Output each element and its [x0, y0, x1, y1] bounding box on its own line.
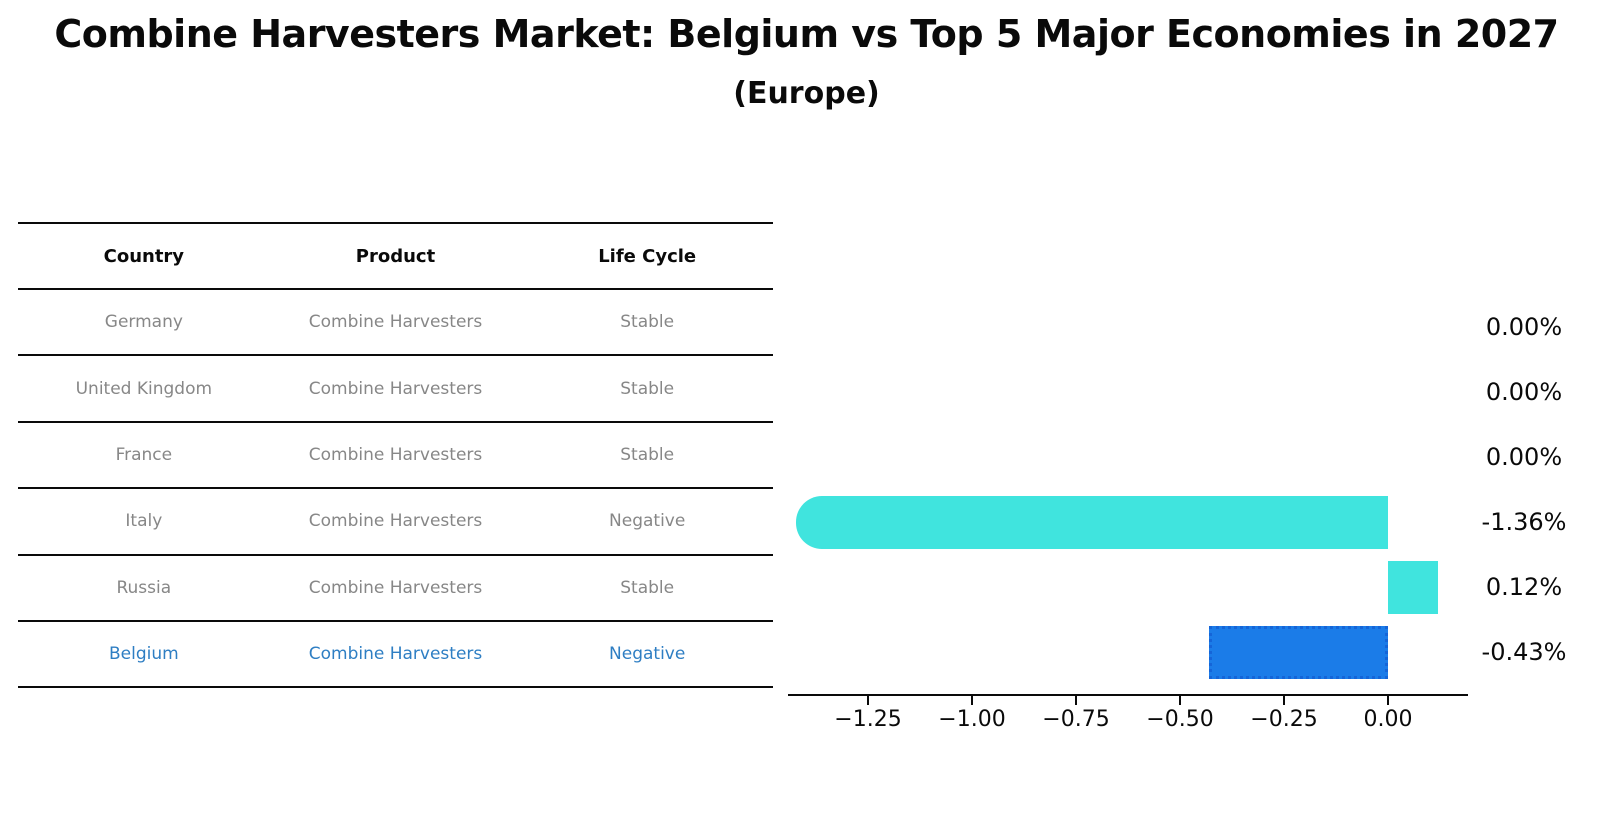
- x-axis-tick-label: 0.00: [1363, 707, 1413, 732]
- bar-value-label: 0.12%: [1485, 573, 1563, 601]
- column-header-country: Country: [103, 245, 185, 267]
- table-row: Italy Combine Harvesters Negative: [18, 489, 773, 556]
- table-row: Russia Combine Harvesters Stable: [18, 556, 773, 622]
- table-row: United Kingdom Combine Harvesters Stable: [18, 356, 773, 423]
- cell-life-cycle: Stable: [620, 444, 675, 465]
- x-axis-tick-label: −0.75: [1042, 707, 1110, 732]
- cell-life-cycle: Negative: [609, 644, 686, 665]
- bar-belgium: [1209, 625, 1388, 679]
- bar-value-label: 0.00%: [1485, 443, 1563, 471]
- x-axis-tickmark: [1387, 696, 1389, 705]
- cell-product: Combine Harvesters: [308, 444, 483, 465]
- cell-product: Combine Harvesters: [308, 511, 483, 532]
- cell-country: Russia: [116, 577, 172, 598]
- bar-russia: [1388, 560, 1438, 614]
- cell-country: France: [115, 444, 173, 465]
- table-body: Germany Combine Harvesters Stable United Ki…: [18, 290, 773, 689]
- cell-country: Germany: [104, 312, 183, 333]
- column-header-life-cycle: Life Cycle: [598, 245, 697, 267]
- cell-product: Combine Harvesters: [308, 577, 483, 598]
- table-row: Germany Combine Harvesters Stable: [18, 290, 773, 357]
- x-axis-tick-label: −1.00: [938, 707, 1006, 732]
- bar-value-label: -0.43%: [1481, 638, 1567, 666]
- x-axis-tickmark: [1283, 696, 1285, 705]
- cell-product: Combine Harvesters: [308, 312, 483, 333]
- x-axis-tickmark: [971, 696, 973, 705]
- cell-country: United Kingdom: [75, 378, 213, 399]
- bar-value-label: 0.00%: [1485, 378, 1563, 406]
- cell-product: Combine Harvesters: [308, 644, 483, 665]
- table-row: France Combine Harvesters Stable: [18, 423, 773, 490]
- x-axis-line: [788, 694, 1468, 696]
- x-axis-tick-label: −0.50: [1146, 707, 1214, 732]
- table-header-row: Country Product Life Cycle: [18, 224, 773, 290]
- chart-subtitle: (Europe): [733, 76, 880, 111]
- cell-life-cycle: Negative: [609, 511, 686, 532]
- cell-life-cycle: Stable: [620, 577, 675, 598]
- cell-country: Italy: [125, 511, 163, 532]
- chart-title: Combine Harvesters Market: Belgium vs To…: [54, 12, 1559, 56]
- x-axis-tick-label: −1.25: [834, 707, 902, 732]
- x-axis-tickmark: [867, 696, 869, 705]
- x-axis-tickmark: [1179, 696, 1181, 705]
- cell-product: Combine Harvesters: [308, 378, 483, 399]
- column-header-product: Product: [355, 245, 436, 267]
- cell-country: Belgium: [108, 644, 179, 665]
- x-axis-tickmark: [1075, 696, 1077, 705]
- country-table: Country Product Life Cycle Germany Combin…: [18, 222, 773, 689]
- table-row: Belgium Combine Harvesters Negative: [18, 622, 773, 689]
- bar-value-label: 0.00%: [1485, 313, 1563, 341]
- cell-life-cycle: Stable: [620, 378, 675, 399]
- bar-value-label: -1.36%: [1481, 508, 1567, 536]
- bar-italy: [796, 495, 1388, 549]
- cell-life-cycle: Stable: [620, 312, 675, 333]
- x-axis-tick-label: −0.25: [1250, 707, 1318, 732]
